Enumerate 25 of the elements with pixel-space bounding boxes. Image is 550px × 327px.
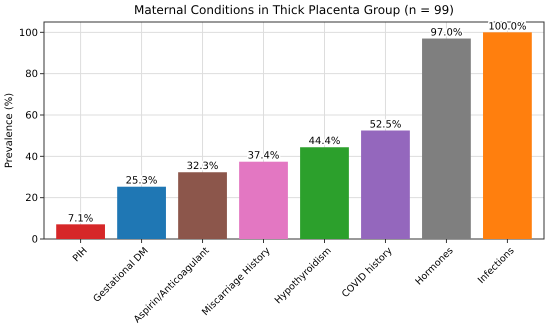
bar bbox=[300, 147, 349, 239]
y-tick-label: 100 bbox=[18, 28, 38, 39]
bar bbox=[483, 32, 532, 239]
data-label: 97.0% bbox=[430, 28, 462, 39]
chart-title: Maternal Conditions in Thick Placenta Group (n = 99) bbox=[134, 3, 454, 17]
y-tick-label: 0 bbox=[32, 234, 38, 246]
y-tick-label: 40 bbox=[25, 152, 38, 163]
data-label: 32.3% bbox=[186, 161, 218, 172]
data-label: 100.0% bbox=[488, 21, 526, 32]
data-label: 37.4% bbox=[248, 150, 280, 162]
bar bbox=[178, 172, 227, 239]
x-tick-label: PIH bbox=[70, 245, 90, 264]
bar bbox=[117, 186, 166, 239]
bar bbox=[56, 224, 105, 239]
y-tick-label: 60 bbox=[25, 110, 38, 122]
bar bbox=[361, 130, 410, 239]
bar bbox=[239, 162, 288, 239]
data-label: 44.4% bbox=[308, 136, 340, 148]
y-axis-title: Prevalence (%) bbox=[4, 92, 15, 168]
data-label: 7.1% bbox=[68, 213, 94, 224]
bar bbox=[422, 38, 471, 239]
data-label: 25.3% bbox=[126, 176, 158, 187]
data-label: 52.5% bbox=[370, 120, 402, 130]
y-tick-label: 20 bbox=[25, 193, 38, 204]
y-tick-label: 80 bbox=[25, 69, 38, 80]
